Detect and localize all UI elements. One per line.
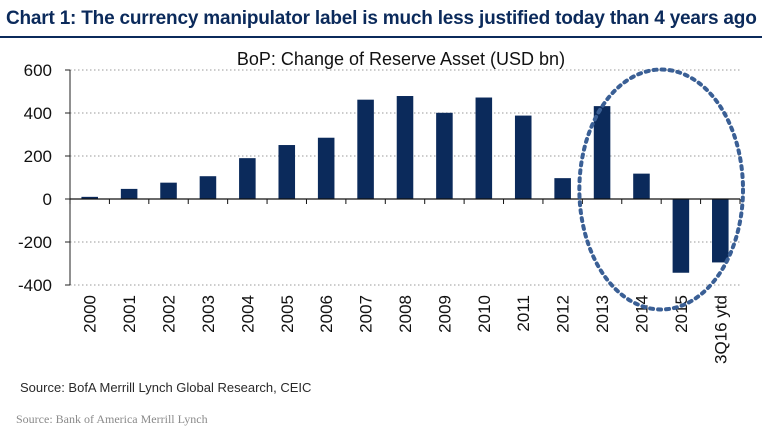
y-tick-label: 200 xyxy=(24,147,52,166)
x-tick-label: 3Q16 ytd xyxy=(711,295,730,364)
bar xyxy=(239,158,256,199)
chart-heading: Chart 1: The currency manipulator label … xyxy=(6,8,757,29)
bar xyxy=(357,99,374,199)
bar-chart: BoP: Change of Reserve Asset (USD bn) -40… xyxy=(18,49,745,364)
bar xyxy=(554,178,571,199)
x-tick-label: 2000 xyxy=(81,295,100,333)
bar xyxy=(278,145,296,199)
source-credit: Source: Bank of America Merrill Lynch xyxy=(16,412,208,426)
bar xyxy=(633,173,650,199)
bar xyxy=(81,196,98,199)
x-tick-label: 2008 xyxy=(396,295,415,333)
x-tick-label: 2004 xyxy=(238,295,257,333)
x-tick-label: 2001 xyxy=(120,295,139,333)
bar xyxy=(199,176,217,199)
highlight-ellipse xyxy=(577,67,745,312)
y-tick-label: 400 xyxy=(24,104,52,123)
chart-title: BoP: Change of Reserve Asset (USD bn) xyxy=(237,49,565,69)
x-tick-label: 2010 xyxy=(475,295,494,333)
bar xyxy=(436,112,453,199)
x-tick-label: 2003 xyxy=(199,295,218,333)
x-tick-label: 2012 xyxy=(554,295,573,333)
y-tick-label: -200 xyxy=(18,233,52,252)
x-tick-label: 2014 xyxy=(632,295,651,333)
bar xyxy=(593,106,611,199)
x-tick-label: 2005 xyxy=(278,295,297,333)
header-divider xyxy=(0,36,762,38)
bar xyxy=(475,97,493,199)
bar xyxy=(396,96,414,199)
bar xyxy=(712,199,729,263)
bar xyxy=(317,137,335,199)
x-tick-label: 2011 xyxy=(514,295,533,332)
x-tick-label: 2009 xyxy=(435,295,454,333)
x-tick-label: 2007 xyxy=(357,295,376,333)
bar xyxy=(514,115,532,199)
bar xyxy=(672,199,690,273)
x-tick-label: 2013 xyxy=(593,295,612,333)
y-tick-label: -400 xyxy=(18,276,52,295)
y-tick-label: 600 xyxy=(24,61,52,80)
chart-header: Chart 1: The currency manipulator label … xyxy=(0,0,762,38)
x-tick-label: 2006 xyxy=(317,295,336,333)
bar xyxy=(160,182,177,199)
x-tick-label: 2002 xyxy=(160,295,179,333)
source-note: Source: BofA Merrill Lynch Global Resear… xyxy=(20,380,312,395)
y-tick-label: 0 xyxy=(43,190,52,209)
bar xyxy=(120,188,138,199)
